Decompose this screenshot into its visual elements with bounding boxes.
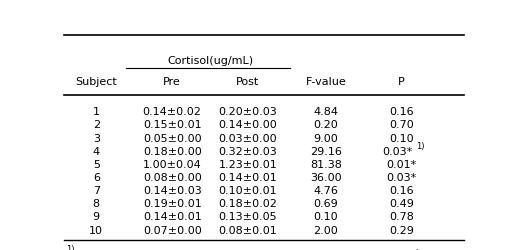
Text: 0.10: 0.10 [314,212,338,222]
Text: 7: 7 [93,185,100,195]
Text: 0.69: 0.69 [314,198,338,208]
Text: 0.13±0.05: 0.13±0.05 [219,212,277,222]
Text: 0.08±0.00: 0.08±0.00 [143,172,201,182]
Text: 0.49: 0.49 [389,198,414,208]
Text: 0.14±0.02: 0.14±0.02 [143,107,201,117]
Text: 0.15±0.01: 0.15±0.01 [143,120,201,130]
Text: 0.29: 0.29 [389,225,414,234]
Text: 1.23±0.01: 1.23±0.01 [218,159,278,169]
Text: F-value: F-value [305,77,346,87]
Text: 0.14±0.03: 0.14±0.03 [143,185,201,195]
Text: 1): 1) [66,244,75,250]
Text: 0.16: 0.16 [389,185,414,195]
Text: 0.20: 0.20 [314,120,338,130]
Text: 0.10±0.01: 0.10±0.01 [219,185,277,195]
Text: 8: 8 [93,198,100,208]
Text: 0.03*: 0.03* [387,172,417,182]
Text: 1): 1) [416,142,424,151]
Text: 6: 6 [93,172,100,182]
Text: 0.78: 0.78 [389,212,414,222]
Text: 0.20±0.03: 0.20±0.03 [218,107,278,117]
Text: 0.03*: 0.03* [383,146,413,156]
Text: 4.84: 4.84 [313,107,338,117]
Text: * means pre and post values are significantly different by T-test(Ṗ<0.05).: * means pre and post values are signific… [77,248,459,250]
Text: 9: 9 [93,212,100,222]
Text: 0.18±0.00: 0.18±0.00 [143,146,201,156]
Text: 0.19±0.01: 0.19±0.01 [143,198,201,208]
Text: 36.00: 36.00 [310,172,341,182]
Text: 10: 10 [89,225,104,234]
Text: 5: 5 [93,159,100,169]
Text: 0.32±0.03: 0.32±0.03 [218,146,278,156]
Text: 4: 4 [93,146,100,156]
Text: 0.14±0.01: 0.14±0.01 [143,212,201,222]
Text: 0.16: 0.16 [389,107,414,117]
Text: 0.10: 0.10 [389,133,414,143]
Text: 3: 3 [93,133,100,143]
Text: 1.00±0.04: 1.00±0.04 [143,159,201,169]
Text: 0.14±0.01: 0.14±0.01 [218,172,278,182]
Text: 0.08±0.01: 0.08±0.01 [218,225,278,234]
Text: P: P [398,77,405,87]
Text: 0.18±0.02: 0.18±0.02 [218,198,278,208]
Text: 0.05±0.00: 0.05±0.00 [143,133,201,143]
Text: 0.14±0.00: 0.14±0.00 [218,120,278,130]
Text: 2: 2 [93,120,100,130]
Text: 0.03±0.00: 0.03±0.00 [219,133,277,143]
Text: 0.07±0.00: 0.07±0.00 [143,225,201,234]
Text: Cortisol(ug/mL): Cortisol(ug/mL) [167,56,253,66]
Text: 2.00: 2.00 [314,225,338,234]
Text: Pre: Pre [163,77,181,87]
Text: Subject: Subject [75,77,117,87]
Text: Post: Post [236,77,260,87]
Text: 29.16: 29.16 [310,146,342,156]
Text: 0.70: 0.70 [389,120,414,130]
Text: 0.01*: 0.01* [387,159,417,169]
Text: 4.76: 4.76 [313,185,338,195]
Text: 1: 1 [93,107,100,117]
Text: 9.00: 9.00 [314,133,338,143]
Text: 81.38: 81.38 [310,159,342,169]
